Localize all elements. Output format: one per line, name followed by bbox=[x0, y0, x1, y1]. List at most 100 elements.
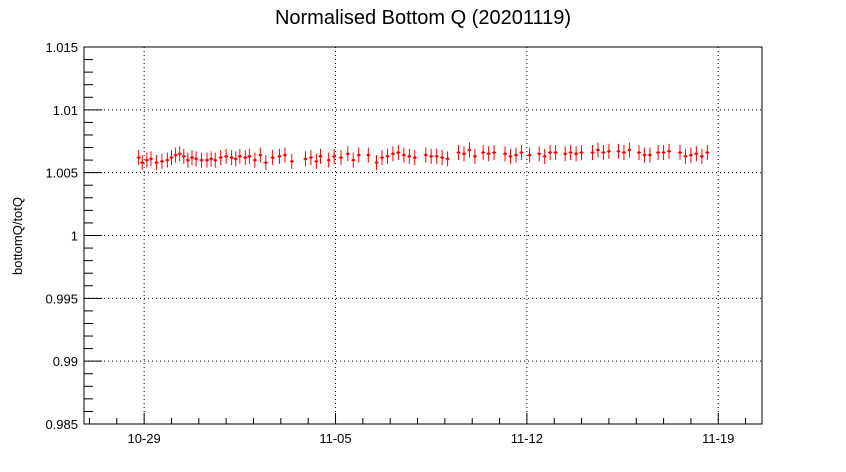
data-point bbox=[375, 161, 378, 165]
x-tick-label: 10-29 bbox=[128, 431, 161, 446]
data-point bbox=[648, 153, 652, 157]
data-point bbox=[137, 156, 141, 159]
data-point bbox=[278, 154, 281, 158]
data-point bbox=[160, 159, 164, 163]
data-point bbox=[194, 157, 198, 161]
data-point bbox=[178, 152, 182, 156]
y-tick-label: 1.01 bbox=[53, 103, 78, 118]
data-point bbox=[700, 154, 704, 158]
data-point bbox=[462, 152, 466, 156]
data-point bbox=[238, 154, 242, 158]
data-point bbox=[219, 156, 223, 159]
data-point bbox=[247, 154, 251, 158]
data-point bbox=[140, 161, 144, 165]
data-point bbox=[429, 154, 433, 158]
data-point bbox=[617, 149, 620, 153]
data-point bbox=[643, 153, 646, 157]
data-point bbox=[637, 151, 641, 154]
x-tick-label: 11-12 bbox=[511, 431, 543, 446]
data-point bbox=[424, 153, 428, 157]
data-point bbox=[165, 158, 169, 162]
data-point bbox=[264, 161, 268, 165]
y-tick-label: 1 bbox=[71, 229, 78, 244]
y-tick-label: 1.015 bbox=[45, 40, 78, 55]
data-point bbox=[213, 158, 217, 162]
data-point bbox=[468, 148, 471, 152]
data-point bbox=[230, 156, 234, 159]
data-point bbox=[224, 154, 228, 158]
data-point bbox=[332, 154, 336, 158]
data-point bbox=[402, 153, 406, 157]
data-point bbox=[357, 153, 361, 157]
data-point bbox=[678, 151, 682, 154]
data-point bbox=[548, 151, 552, 154]
data-point bbox=[234, 157, 238, 161]
data-point bbox=[386, 154, 389, 158]
y-tick-label: 0.99 bbox=[53, 354, 78, 369]
data-point bbox=[440, 156, 444, 159]
data-point bbox=[602, 151, 605, 154]
data-point bbox=[407, 154, 411, 158]
data-point bbox=[492, 151, 496, 154]
data-point bbox=[509, 154, 512, 158]
data-point bbox=[170, 156, 173, 159]
data-point bbox=[391, 152, 395, 156]
data-point bbox=[457, 151, 460, 154]
data-point bbox=[209, 157, 213, 161]
data-point bbox=[366, 153, 370, 157]
data-point bbox=[309, 156, 313, 159]
data-point bbox=[689, 153, 693, 157]
data-point bbox=[481, 151, 485, 154]
y-axis-label: bottomQ/totQ bbox=[10, 197, 25, 275]
data-point bbox=[628, 148, 631, 152]
data-point bbox=[182, 154, 186, 158]
data-point bbox=[520, 151, 523, 154]
ticks: 0.985 0.99 0.995 1 1.005 1.01 1.015 10-29 11-05 1… bbox=[45, 40, 747, 446]
data-point bbox=[200, 158, 203, 162]
data-point bbox=[596, 148, 600, 152]
data-point bbox=[186, 158, 190, 162]
data-point bbox=[537, 152, 541, 156]
data-point bbox=[591, 151, 594, 154]
data-point bbox=[684, 154, 687, 158]
data-point bbox=[622, 151, 626, 154]
data-point bbox=[580, 151, 583, 154]
data-point bbox=[607, 149, 611, 153]
data-point bbox=[339, 156, 343, 159]
data-point bbox=[473, 154, 477, 158]
data-point bbox=[667, 149, 671, 153]
data-point bbox=[243, 156, 247, 159]
data-point bbox=[319, 154, 322, 158]
data-point bbox=[487, 152, 491, 156]
data-point bbox=[145, 158, 149, 162]
y-tick-label: 0.995 bbox=[45, 291, 78, 306]
y-tick-label: 1.005 bbox=[45, 166, 78, 181]
data-point bbox=[380, 156, 384, 159]
chart-title: Normalised Bottom Q (20201119) bbox=[275, 7, 571, 29]
data-point bbox=[205, 158, 209, 162]
data-points bbox=[136, 142, 710, 171]
data-point bbox=[346, 152, 350, 156]
data-point bbox=[271, 156, 275, 159]
data-point bbox=[155, 161, 158, 165]
data-point bbox=[435, 154, 439, 158]
data-point bbox=[258, 153, 262, 157]
data-point bbox=[705, 151, 709, 154]
data-point bbox=[514, 153, 518, 157]
data-point bbox=[413, 156, 417, 159]
data-point bbox=[574, 152, 578, 156]
data-point bbox=[327, 158, 331, 162]
data-point bbox=[543, 154, 547, 158]
data-point bbox=[290, 159, 294, 163]
grid bbox=[84, 47, 762, 424]
data-point bbox=[253, 158, 257, 162]
data-point bbox=[446, 157, 450, 161]
y-tick-label: 0.985 bbox=[45, 417, 78, 432]
data-point bbox=[554, 151, 557, 154]
data-point bbox=[656, 151, 660, 154]
data-point bbox=[569, 151, 573, 154]
x-tick-label: 11-05 bbox=[319, 431, 351, 446]
data-point bbox=[503, 152, 507, 156]
data-point bbox=[314, 159, 318, 163]
